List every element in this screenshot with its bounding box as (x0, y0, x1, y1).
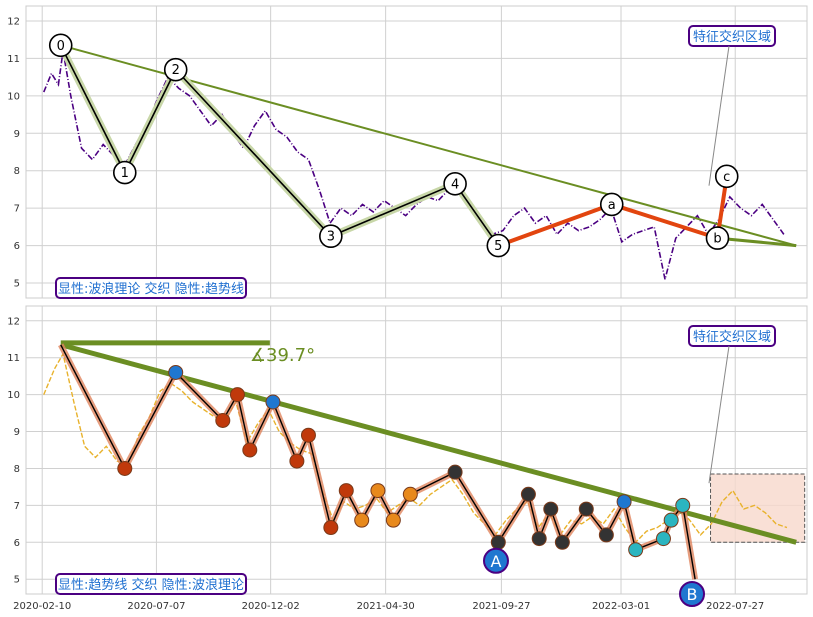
corrective-wave-line (497, 176, 729, 248)
wave-point-marker (370, 483, 386, 499)
plot-area (25, 5, 808, 299)
wave-point-marker (265, 394, 281, 410)
wave-point-label: c (723, 170, 730, 185)
wave-point-label: 4 (451, 177, 459, 192)
wave-point-marker (323, 520, 339, 536)
legend-box (55, 277, 247, 299)
y-tick-label: 10 (7, 390, 20, 401)
y-tick-label: 7 (14, 204, 20, 215)
wave-point-marker (215, 412, 231, 428)
wave-point-marker (486, 233, 511, 258)
wave-point-label: b (713, 232, 721, 247)
y-tick-label: 12 (7, 316, 20, 327)
wave-point-marker (402, 486, 418, 502)
x-tick-label: 2020-02-10 (13, 601, 71, 612)
wave-point-marker (300, 427, 316, 443)
wave-point-marker (663, 512, 679, 528)
y-tick-label: 8 (14, 166, 20, 177)
wave-point-marker (628, 542, 644, 558)
x-tick-label: 2020-12-02 (242, 601, 300, 612)
annotation-box (688, 25, 776, 47)
y-tick-label: 11 (7, 353, 20, 364)
wave-point-marker (714, 164, 739, 189)
y-tick-label: 7 (14, 501, 20, 512)
wave-point-marker (543, 501, 559, 517)
wave-point-marker (112, 160, 137, 185)
wave-point-label: a (608, 198, 616, 213)
big-wave-label: B (687, 585, 698, 604)
wave-point-marker (520, 486, 536, 502)
wave-point-marker (385, 512, 401, 528)
y-tick-label: 5 (14, 575, 20, 586)
x-tick-label: 2021-04-30 (357, 601, 415, 612)
legend-label: 显性:波浪理论 交织 隐性:趋势线 (58, 281, 244, 297)
wave-point-marker (163, 57, 188, 82)
wave-point-marker (447, 464, 463, 480)
wave-point-marker (655, 531, 671, 547)
x-axis: 2020-02-10 2020-07-07 2020-12-02 2021-04-30… (13, 601, 764, 612)
wave-point-label: 0 (57, 39, 65, 54)
wave-point-marker (117, 460, 133, 476)
y-tick-label: 9 (14, 427, 20, 438)
y-tick-label: 11 (7, 54, 20, 65)
y-tick-label: 9 (14, 129, 20, 140)
wave-point-label: 1 (121, 166, 129, 181)
wave-point-marker (48, 33, 73, 58)
big-wave-label: A (491, 552, 502, 571)
wave-point-marker (675, 497, 691, 513)
wave-point-marker (705, 226, 730, 250)
trend-extension (717, 236, 797, 248)
wave-point-marker (168, 364, 184, 380)
angle-label: ∡39.7° (250, 345, 315, 366)
impulse-wave-line (60, 44, 499, 247)
wave-point-marker (531, 531, 547, 547)
x-tick-label: 2022-03-01 (592, 601, 650, 612)
wave-point-marker (599, 192, 624, 217)
annotation-pointer (708, 345, 730, 484)
legend-box (55, 573, 247, 595)
wave-point-label: 2 (172, 63, 180, 78)
y-tick-label: 8 (14, 464, 20, 475)
wave-point-marker (242, 442, 258, 458)
x-tick-label: 2022-07-27 (706, 601, 764, 612)
y-tick-label: 5 (14, 279, 20, 290)
wave-point-marker (229, 387, 245, 403)
y-tick-label: 6 (14, 538, 20, 549)
annotation-label: 特征交织区域 (693, 329, 771, 345)
wave-point-marker (616, 494, 632, 510)
annotation-pointer (708, 45, 730, 186)
wave-point-marker (490, 534, 506, 550)
wave-point-label: 3 (327, 230, 335, 245)
wave-point-marker (319, 224, 343, 249)
y-tick-label: 6 (14, 241, 20, 252)
big-wave-marker (679, 581, 706, 607)
wave-point-label: 5 (494, 239, 502, 254)
wave-point-marker (578, 501, 594, 517)
wave-point-marker (598, 527, 614, 543)
y-tick-label: 12 (7, 16, 20, 27)
annotation-box (688, 325, 776, 347)
wave-point-marker (338, 483, 354, 499)
y-tick-label: 10 (7, 91, 20, 102)
legend-label: 显性:趋势线 交织 隐性:波浪理论 (58, 577, 244, 593)
wave-point-marker (554, 534, 570, 550)
annotation-label: 特征交织区域 (693, 29, 771, 45)
x-tick-label: 2020-07-07 (127, 601, 185, 612)
x-tick-label: 2021-09-27 (472, 601, 530, 612)
wave-point-marker (443, 172, 467, 196)
big-wave-marker (482, 547, 509, 574)
wave-point-marker (354, 512, 370, 528)
wave-point-marker (289, 453, 305, 469)
